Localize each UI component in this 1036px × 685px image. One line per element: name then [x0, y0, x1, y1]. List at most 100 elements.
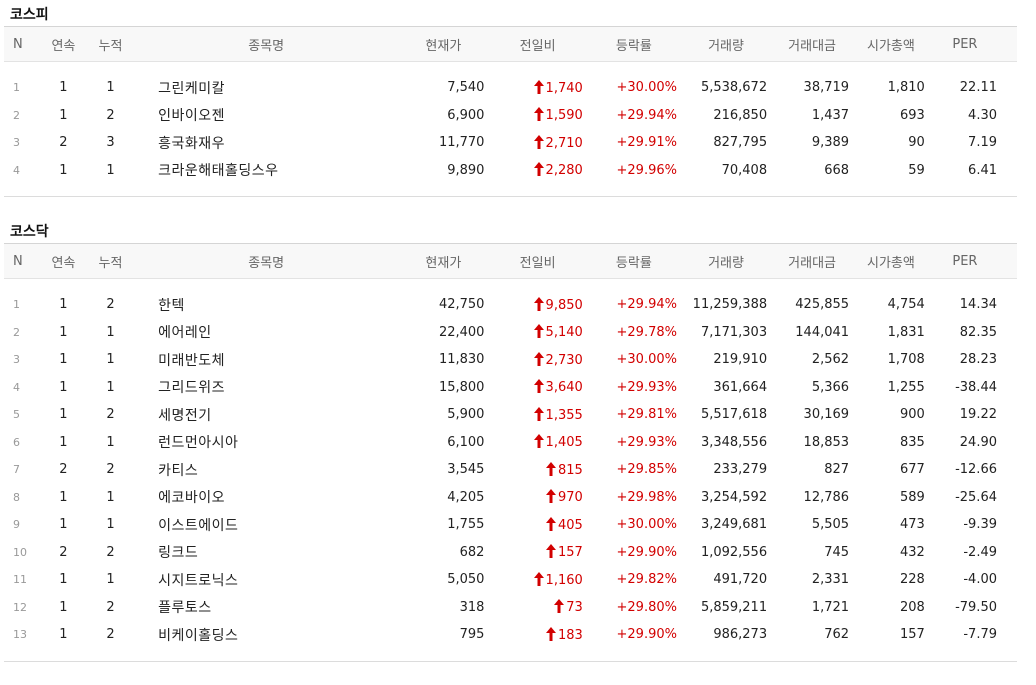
stock-name-link[interactable]: 런드먼아시아: [158, 435, 239, 452]
cumulative-count: 1: [106, 162, 115, 178]
table-row[interactable]: 1 1 2 한텍 42,750 9,850 +29.94% 11,259,388 425,855…: [4, 291, 1017, 319]
stock-name-link[interactable]: 미래반도체: [158, 352, 225, 369]
consecutive-days: 1: [59, 162, 68, 178]
col-change-header: 전일비: [488, 26, 587, 62]
table-row[interactable]: 1 1 1 그린케미칼 7,540 1,740 +30.00% 5,538,672 38,719…: [4, 74, 1017, 102]
market-cap: 59: [908, 162, 925, 178]
price-change-cell: 2,280: [488, 157, 586, 185]
trade-amount: 5,366: [811, 379, 850, 395]
stock-name-link-cell[interactable]: 플루토스: [134, 594, 398, 622]
current-price: 6,100: [447, 434, 485, 450]
current-price: 42,750: [438, 297, 485, 313]
current-price-cell: 6,900: [398, 102, 488, 130]
stock-name-link[interactable]: 비케이홀딩스: [158, 627, 239, 644]
stock-name-link[interactable]: 시지트로닉스: [158, 572, 239, 589]
section-title: 코스닥: [10, 224, 49, 240]
stock-name-link-cell[interactable]: 세명전기: [134, 401, 398, 429]
price-change-cell: 815: [488, 456, 586, 484]
market-cap: 157: [900, 627, 925, 643]
stock-name-link-cell[interactable]: 한텍: [134, 291, 398, 319]
stock-name-link[interactable]: 에어레인: [158, 325, 212, 342]
stock-name-link[interactable]: 이스트에이드: [158, 517, 239, 534]
stock-name-link-cell[interactable]: 그리드위즈: [134, 374, 398, 402]
cumulative-count-cell: 2: [87, 401, 134, 429]
per-value: -12.66: [955, 462, 997, 478]
per-value-cell: -12.66: [929, 456, 1017, 484]
trade-volume: 233,279: [713, 462, 768, 478]
stock-name-link-cell[interactable]: 에어레인: [134, 319, 398, 347]
stock-name-link-cell[interactable]: 에코바이오: [134, 484, 398, 512]
per-value: 14.34: [959, 297, 997, 313]
row-number-cell: 2: [4, 102, 40, 130]
table-row[interactable]: 11 1 1 시지트로닉스 5,050 1,160 +29.82% 491,720 2,331 2…: [4, 566, 1017, 594]
stock-name-link-cell[interactable]: 그린케미칼: [134, 74, 398, 102]
price-change-cell: 183: [488, 621, 586, 649]
stock-name-link[interactable]: 링크드: [158, 545, 199, 562]
current-price: 1,755: [447, 517, 485, 533]
cumulative-count: 1: [106, 572, 115, 588]
stock-name-link-cell[interactable]: 시지트로닉스: [134, 566, 398, 594]
row-number: 4: [13, 380, 20, 394]
per-value-cell: -7.79: [929, 621, 1017, 649]
table-row[interactable]: 4 1 1 크라운해태홀딩스우 9,890 2,280 +29.96% 70,408 668 59…: [4, 157, 1017, 185]
price-change-cell: 5,140: [488, 319, 586, 347]
per-value-cell: -79.50: [929, 594, 1017, 622]
stock-name-link-cell[interactable]: 흥국화재우: [134, 129, 398, 157]
stock-name-link-cell[interactable]: 링크드: [134, 539, 398, 567]
stock-name-link[interactable]: 한텍: [158, 297, 185, 314]
market-cap: 1,708: [887, 352, 925, 368]
cumulative-count-cell: 2: [87, 594, 134, 622]
stock-name-link[interactable]: 그리드위즈: [158, 380, 225, 397]
row-number-cell: 3: [4, 129, 40, 157]
trade-volume-cell: 986,273: [681, 621, 771, 649]
table-row[interactable]: 4 1 1 그리드위즈 15,800 3,640 +29.93% 361,664 5,366 1,…: [4, 374, 1017, 402]
cumulative-count: 1: [106, 517, 115, 533]
stock-name-link[interactable]: 그린케미칼: [158, 80, 225, 97]
trade-volume-cell: 5,517,618: [681, 401, 771, 429]
current-price-cell: 5,050: [398, 566, 488, 594]
consecutive-days: 1: [59, 572, 68, 588]
table-row[interactable]: 6 1 1 런드먼아시아 6,100 1,405 +29.93% 3,348,556 18,85…: [4, 429, 1017, 457]
trade-amount-cell: 762: [771, 621, 853, 649]
stock-name-link[interactable]: 인바이오젠: [158, 108, 225, 125]
trade-amount-cell: 425,855: [771, 291, 853, 319]
change-rate-cell: +29.80%: [587, 594, 681, 622]
row-number: 13: [13, 628, 27, 642]
table-row[interactable]: 2 1 2 인바이오젠 6,900 1,590 +29.94% 216,850 1,437 693…: [4, 102, 1017, 130]
table-row[interactable]: 3 1 1 미래반도체 11,830 2,730 +30.00% 219,910 2,562 1,…: [4, 346, 1017, 374]
table-row[interactable]: 13 1 2 비케이홀딩스 795 183 +29.90% 986,273 762 157 -7.7…: [4, 621, 1017, 649]
stock-name-link-cell[interactable]: 인바이오젠: [134, 102, 398, 130]
table-row[interactable]: 3 2 3 흥국화재우 11,770 2,710 +29.91% 827,795 9,389 90…: [4, 129, 1017, 157]
stock-name-link-cell[interactable]: 카티스: [134, 456, 398, 484]
up-arrow-icon: [533, 134, 544, 149]
col-price-header: 현재가: [398, 26, 489, 62]
table-row[interactable]: 5 1 2 세명전기 5,900 1,355 +29.81% 5,517,618 30,169 9…: [4, 401, 1017, 429]
table-row[interactable]: 9 1 1 이스트에이드 1,755 405 +30.00% 3,249,681 5,505 47…: [4, 511, 1017, 539]
table-row[interactable]: 8 1 1 에코바이오 4,205 970 +29.98% 3,254,592 12,786 58…: [4, 484, 1017, 512]
stock-name-link[interactable]: 흥국화재우: [158, 135, 225, 152]
trade-amount-cell: 2,331: [771, 566, 853, 594]
stock-name-link[interactable]: 세명전기: [158, 407, 212, 424]
table-row[interactable]: 7 2 2 카티스 3,545 815 +29.85% 233,279 827 677 -12.66: [4, 456, 1017, 484]
stock-name-link[interactable]: 플루토스: [158, 600, 212, 617]
stock-name-link-cell[interactable]: 런드먼아시아: [134, 429, 398, 457]
consecutive-days: 1: [59, 107, 68, 123]
trade-volume-cell: 7,171,303: [681, 319, 771, 347]
stock-name-link-cell[interactable]: 비케이홀딩스: [134, 621, 398, 649]
row-number-cell: 11: [4, 566, 40, 594]
table-row[interactable]: 10 2 2 링크드 682 157 +29.90% 1,092,556 745 432 -2.49: [4, 539, 1017, 567]
stock-name-link[interactable]: 카티스: [158, 462, 199, 479]
table-row[interactable]: 2 1 1 에어레인 22,400 5,140 +29.78% 7,171,303 144,04…: [4, 319, 1017, 347]
stock-name-link-cell[interactable]: 크라운해태홀딩스우: [134, 157, 398, 185]
cumulative-count-cell: 1: [87, 429, 134, 457]
stock-name-link[interactable]: 에코바이오: [158, 490, 225, 507]
col-consecutive-header: 연속: [39, 243, 87, 279]
table-row[interactable]: 12 1 2 플루토스 318 73 +29.80% 5,859,211 1,721 208 -79…: [4, 594, 1017, 622]
price-change-cell: 1,160: [488, 566, 586, 594]
stock-name-link-cell[interactable]: 이스트에이드: [134, 511, 398, 539]
stock-name-link[interactable]: 크라운해태홀딩스우: [158, 163, 279, 180]
current-price: 11,770: [438, 135, 485, 151]
price-change-cell: 970: [488, 484, 586, 512]
stock-name-link-cell[interactable]: 미래반도체: [134, 346, 398, 374]
row-number: 4: [13, 163, 20, 177]
